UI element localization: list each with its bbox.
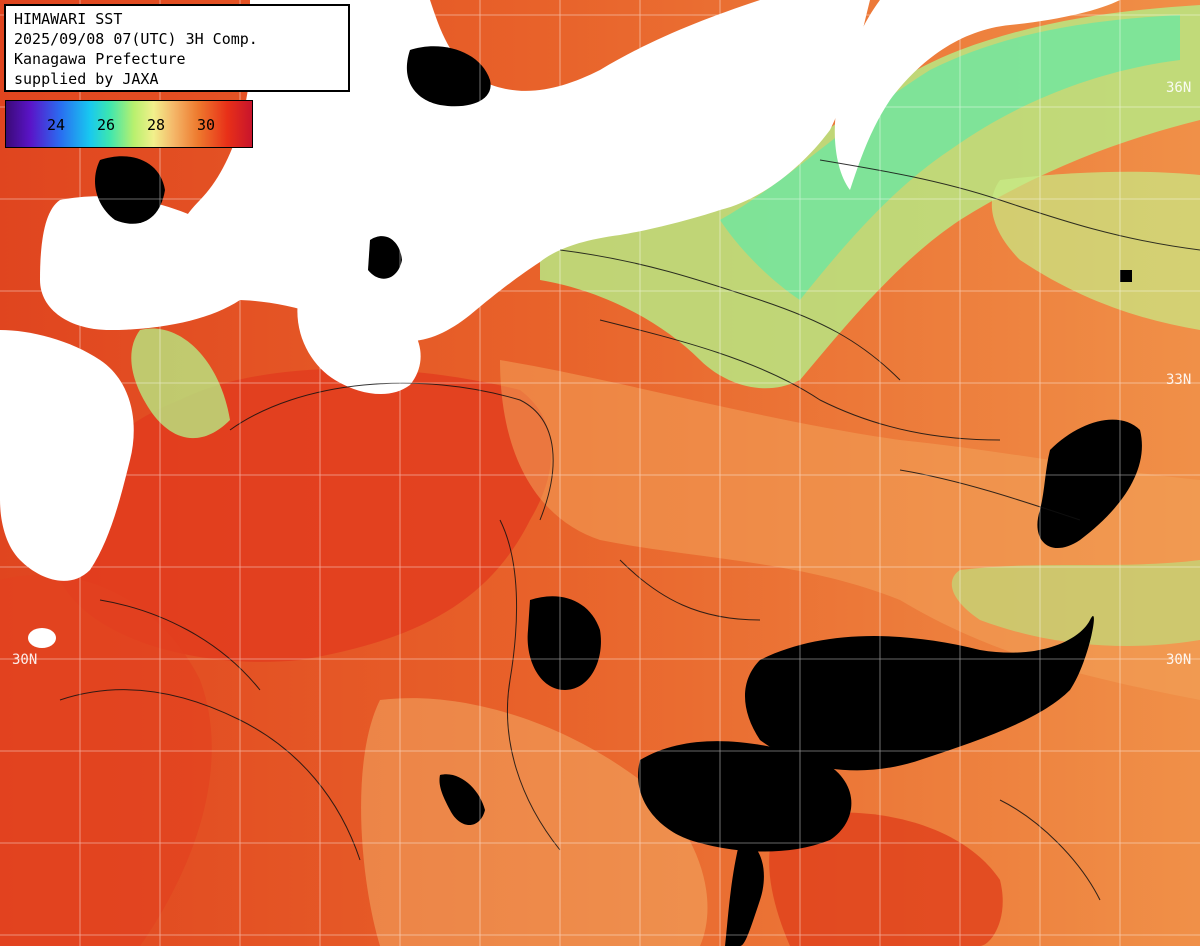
warm-core-south (769, 812, 1003, 946)
land-shikoku (40, 196, 251, 330)
info-source: supplied by JAXA (14, 70, 159, 88)
cool-band-east (991, 171, 1200, 330)
info-box: HIMAWARI SST 2025/09/08 07(UTC) 3H Comp.… (4, 4, 350, 92)
cloud-west (527, 596, 601, 690)
land-island-south (28, 628, 56, 648)
warm-core-southwest (0, 574, 212, 946)
cloud-south (638, 741, 852, 852)
warm-core-west (56, 368, 552, 662)
land-kyushu (0, 330, 134, 581)
colorbar-tick-30: 30 (196, 116, 216, 134)
info-title: HIMAWARI SST (14, 10, 123, 28)
lat-label-36n: 36N (1166, 80, 1192, 96)
cloud-kyushu-coast (95, 156, 165, 224)
cloud-south-tail (725, 840, 764, 946)
cloud-island-east (1120, 270, 1132, 282)
colorbar-tick-24: 24 (46, 116, 66, 134)
land-kii (297, 286, 421, 395)
lat-label-33n: 33N (1166, 372, 1192, 388)
temperature-colorbar: 24 26 28 30 (5, 100, 253, 148)
lat-label-30n-east: 30N (1166, 652, 1192, 668)
lat-label-30n-west: 30N (12, 652, 38, 668)
cloud-southwest (439, 774, 485, 825)
info-datetime: 2025/09/08 07(UTC) 3H Comp. (14, 30, 258, 48)
cool-band-southeast (951, 560, 1200, 646)
cool-band-inner (720, 15, 1180, 300)
cloud-central (745, 616, 1094, 771)
land-northeast (834, 0, 1120, 190)
colorbar-tick-26: 26 (96, 116, 116, 134)
colorbar-tick-28: 28 (146, 116, 166, 134)
cloud-east (1037, 419, 1142, 549)
mild-south (361, 698, 708, 946)
info-region: Kanagawa Prefecture (14, 50, 186, 68)
cloud-kii-coast (368, 236, 402, 279)
cloud-north-coast (406, 46, 491, 107)
